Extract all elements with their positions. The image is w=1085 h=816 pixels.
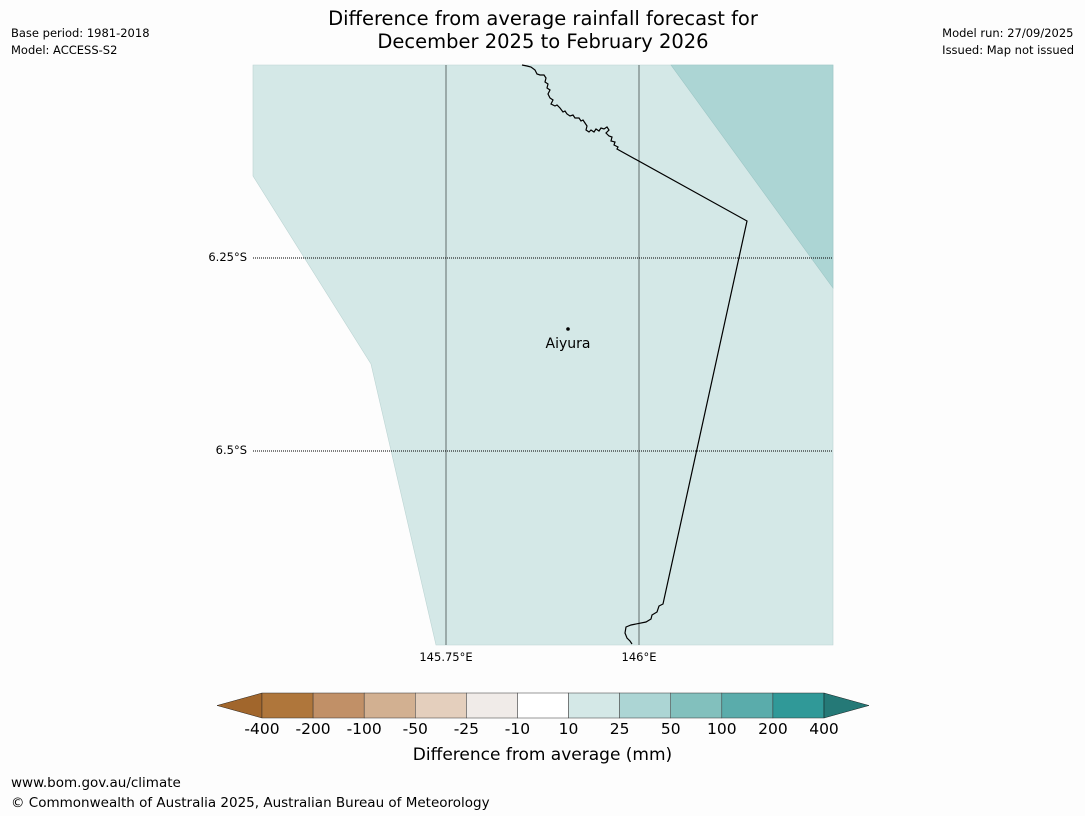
lon-label-146e: 146°E xyxy=(621,650,657,664)
model-run: Model run: 27/09/2025 xyxy=(942,26,1074,40)
colorbar-tick-label: -400 xyxy=(244,720,280,738)
base-period: Base period: 1981-2018 xyxy=(11,26,150,40)
colorbar-tick-label: 400 xyxy=(809,720,839,738)
lon-label-145-75e: 145.75°E xyxy=(419,650,473,664)
colorbar-tick-label: -10 xyxy=(504,720,531,738)
colorbar-tick-label: -25 xyxy=(453,720,480,738)
title-line-2: December 2025 to February 2026 xyxy=(377,30,709,53)
footer-copyright: © Commonwealth of Australia 2025, Austra… xyxy=(11,795,490,811)
colorbar-tick-label: -100 xyxy=(346,720,382,738)
colorbar-tick-label: 50 xyxy=(660,720,681,738)
metadata-right: Model run: 27/09/2025 Issued: Map not is… xyxy=(942,25,1074,59)
lat-label-6-25s: 6.25°S xyxy=(208,250,247,264)
issued-status: Issued: Map not issued xyxy=(942,43,1074,57)
colorbar-tick-label: 100 xyxy=(707,720,737,738)
metadata-left: Base period: 1981-2018 Model: ACCESS-S2 xyxy=(11,25,150,59)
colorbar-tick-label: 10 xyxy=(558,720,579,738)
title-line-1: Difference from average rainfall forecas… xyxy=(328,7,758,30)
map-title: Difference from average rainfall forecas… xyxy=(243,7,843,53)
footer-url[interactable]: www.bom.gov.au/climate xyxy=(11,775,181,791)
colorbar-tick-label: -200 xyxy=(295,720,331,738)
colorbar-tick-label: 200 xyxy=(758,720,788,738)
rainfall-region-mid xyxy=(670,64,834,289)
border-line xyxy=(521,64,748,645)
aiyura-marker[interactable] xyxy=(566,327,570,331)
model-name: Model: ACCESS-S2 xyxy=(11,43,118,57)
colorbar-tick-label: -50 xyxy=(402,720,428,738)
place-label-aiyura[interactable]: Aiyura xyxy=(545,336,591,352)
colorbar-title: Difference from average (mm) xyxy=(412,745,673,765)
lat-label-6-5s: 6.5°S xyxy=(215,443,247,457)
colorbar-tick-label: 25 xyxy=(609,720,630,738)
